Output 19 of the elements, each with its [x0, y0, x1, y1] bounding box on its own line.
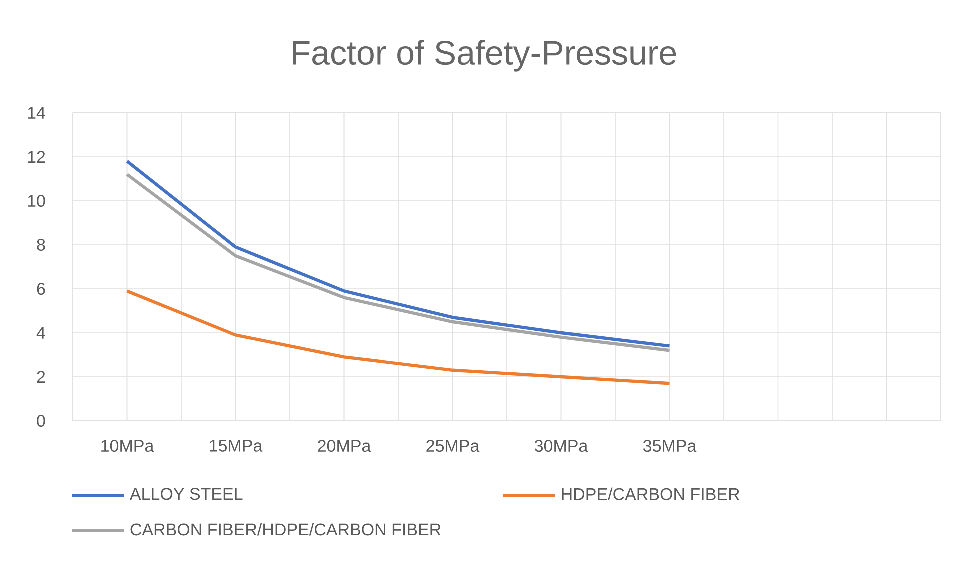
- legend-label: ALLOY STEEL: [130, 488, 243, 500]
- line-series: [126, 290, 672, 386]
- x-tick-label: 10MPa: [102, 440, 154, 452]
- y-tick-label: 8: [37, 239, 46, 252]
- y-tick-label: 14: [28, 107, 46, 119]
- y-tick-label: 12: [28, 151, 46, 163]
- y-tick-label: 4: [36, 327, 46, 339]
- y-tick-label: 6: [37, 282, 46, 296]
- legend-label: CARBON FIBER/HDPE/CARBON FIBER: [130, 523, 441, 536]
- x-tick-label: 35MPa: [643, 440, 697, 452]
- y-tick-label: 2: [37, 371, 46, 383]
- y-tick-label: 0: [37, 414, 46, 428]
- x-tick-label: 20MPa: [318, 440, 372, 452]
- chart-title: Factor of Safety-Pressure: [293, 40, 676, 72]
- x-tick-label: 15MPa: [210, 440, 263, 452]
- y-tick-label: 10: [28, 195, 46, 208]
- x-tick-label: 25MPa: [426, 440, 480, 452]
- x-tick-label: 30MPa: [534, 440, 588, 452]
- legend-label: HDPE/CARBON FIBER: [562, 488, 740, 500]
